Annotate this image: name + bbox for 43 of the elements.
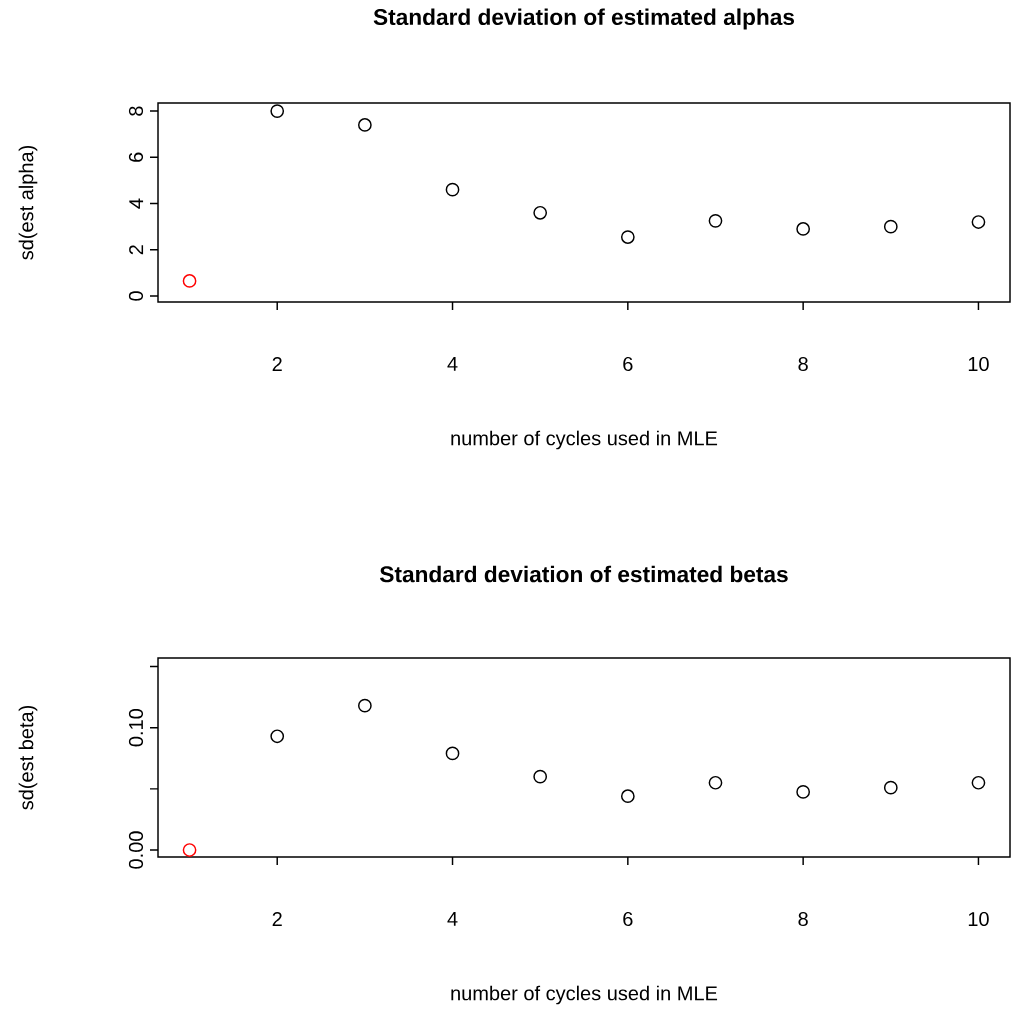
point: [533, 205, 548, 220]
x-tick-label: 2: [272, 911, 282, 926]
point: [358, 698, 372, 713]
x-tick-label: 10: [968, 356, 989, 372]
point: [708, 213, 723, 228]
point: [883, 780, 898, 795]
point: [796, 222, 811, 236]
y-tick-label: 0.10: [128, 709, 144, 747]
x-tick-label: 8: [798, 356, 808, 372]
point: [620, 230, 635, 244]
point: [971, 215, 986, 229]
point: [182, 843, 197, 857]
point: [182, 274, 197, 288]
x-tick-label: 10: [968, 911, 989, 927]
point: [445, 182, 460, 197]
point: [270, 729, 285, 744]
point: [445, 746, 460, 761]
x-tick-label: 8: [798, 911, 808, 927]
y-tick-label: 0: [128, 291, 144, 301]
y-tick-label: 6: [128, 152, 144, 162]
y-tick-label: 4: [129, 198, 144, 209]
x-axis-title: number of cycles used in MLE: [451, 985, 718, 1005]
y-axis-title: sd(est beta): [18, 705, 38, 810]
x-tick-label: 4: [447, 911, 458, 926]
y-tick-label: 0.00: [128, 831, 144, 869]
point: [358, 118, 372, 132]
point: [270, 104, 285, 118]
x-tick-label: 6: [623, 356, 633, 372]
point: [971, 775, 986, 790]
point: [533, 769, 548, 784]
point: [708, 775, 723, 790]
x-tick-label: 4: [447, 356, 458, 371]
x-tick-label: 6: [623, 911, 633, 927]
chart-title: Standard deviation of estimated betas: [379, 565, 788, 583]
point: [796, 785, 811, 799]
x-axis-title: number of cycles used in MLE: [451, 430, 718, 450]
point: [883, 219, 898, 234]
y-tick-label: 8: [128, 106, 144, 116]
point: [620, 789, 635, 804]
x-tick-label: 2: [272, 356, 282, 371]
y-tick-label: 2: [129, 245, 144, 255]
chart-title: Standard deviation of estimated alphas: [373, 8, 795, 30]
y-axis-title: sd(est alpha): [18, 145, 38, 260]
